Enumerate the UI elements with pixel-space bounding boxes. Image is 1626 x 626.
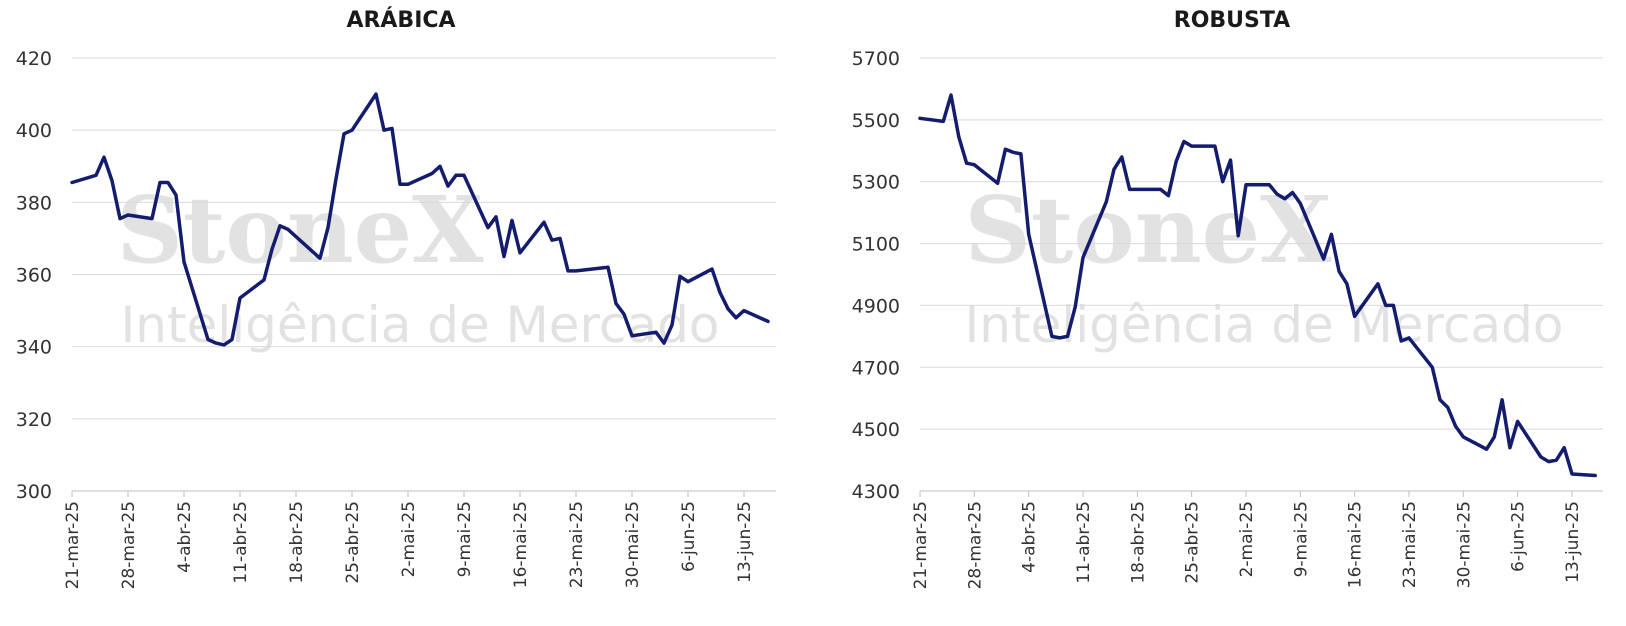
chart-2-series-line [918, 93, 1597, 478]
chart-1-x-tick-label: 4-abr-25 [175, 501, 195, 573]
chart-1-watermark-brand: StoneX [116, 176, 484, 284]
chart-1-y-tick-label: 400 [16, 120, 52, 142]
chart-2-title: ROBUSTA [1174, 8, 1290, 33]
chart-1-y-tick-label: 300 [16, 481, 52, 503]
chart-1-x-tick-label: 23-mai-25 [567, 501, 587, 588]
chart-1-y-tick-label: 380 [16, 192, 52, 214]
chart-2-x-tick-label: 16-mai-25 [1346, 501, 1366, 588]
chart-2-x-tick-label: 2-mai-25 [1237, 501, 1257, 577]
chart-2-x-tick-label: 13-jun-25 [1563, 501, 1583, 583]
chart-2-x-tick-label: 18-abr-25 [1128, 501, 1148, 584]
chart-1-y-tick-label: 420 [16, 48, 52, 70]
chart-2-y-tick-label: 5700 [852, 48, 900, 70]
chart-1-x-tick-label: 28-mar-25 [119, 501, 139, 589]
chart-1-x-tick-label: 6-jun-25 [679, 501, 699, 572]
chart-2-y-tick-label: 4500 [852, 419, 900, 441]
chart-1-y-tick-label: 320 [16, 409, 52, 431]
chart-1-x-tick-label: 11-abr-25 [231, 501, 251, 584]
chart-1-x-tick-label: 9-mai-25 [455, 501, 475, 577]
chart-2-watermark-tagline: Inteligência de Mercado [965, 296, 1564, 354]
chart-2-x-tick-label: 21-mar-25 [911, 501, 931, 589]
chart-1-series-line [70, 92, 770, 347]
chart-2-x-tick-label: 23-mai-25 [1400, 501, 1420, 588]
chart-1-x-tick-label: 13-jun-25 [735, 501, 755, 583]
chart-2-x-tick-label: 9-mai-25 [1291, 501, 1311, 577]
chart-1-x-tick-label: 21-mar-25 [63, 501, 83, 589]
chart-2-y-tick-label: 4900 [852, 295, 900, 317]
chart-2-y-tick-label: 5500 [852, 110, 900, 132]
chart-1-title: ARÁBICA [346, 7, 455, 33]
chart-2-y-tick-label: 4300 [852, 481, 900, 503]
chart-2-x-tick-label: 11-abr-25 [1074, 501, 1094, 584]
chart-1-x-tick-label: 18-abr-25 [287, 501, 307, 584]
chart-1-x-tick-label: 25-abr-25 [343, 501, 363, 584]
chart-2-y-tick-label: 4700 [852, 357, 900, 379]
chart-1-y-tick-label: 360 [16, 265, 52, 287]
chart-1-y-tick-label: 340 [16, 337, 52, 359]
chart-2-x-tick-label: 30-mai-25 [1454, 501, 1474, 588]
chart-2-x-tick-label: 25-abr-25 [1183, 501, 1203, 584]
chart-2-x-tick-label: 4-abr-25 [1020, 501, 1040, 573]
chart-2-x-tick-label: 6-jun-25 [1509, 501, 1529, 572]
chart-2-y-tick-label: 5100 [852, 234, 900, 256]
chart-1-x-tick-label: 2-mai-25 [399, 501, 419, 577]
chart-1-x-tick-label: 16-mai-25 [511, 501, 531, 588]
chart-2-y-tick-label: 5300 [852, 172, 900, 194]
chart-1-x-tick-label: 30-mai-25 [623, 501, 643, 588]
chart-2-x-tick-label: 28-mar-25 [965, 501, 985, 589]
